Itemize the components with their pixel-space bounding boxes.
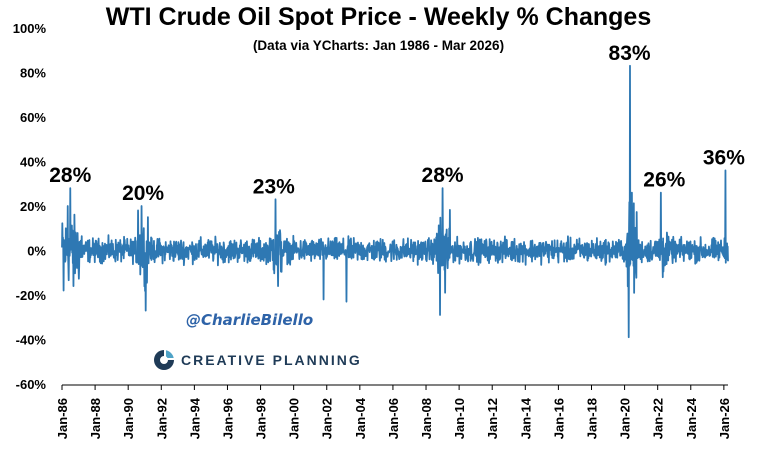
peak-annotation: 83% [609, 42, 651, 65]
x-tick-label: Jan-98 [254, 398, 269, 439]
y-tick-label: 20% [20, 199, 46, 214]
y-tick-label: 100% [13, 21, 47, 36]
peak-annotation: 23% [253, 175, 295, 198]
peak-annotation: 36% [703, 146, 745, 169]
peak-annotation: 26% [643, 169, 685, 192]
creative-planning-logo: CREATIVE PLANNING [153, 349, 362, 371]
x-tick-label: Jan-96 [220, 398, 235, 439]
x-tick-label: Jan-86 [55, 398, 70, 439]
peak-annotation: 20% [122, 182, 164, 205]
x-tick-label: Jan-88 [88, 398, 103, 439]
series-line [61, 64, 729, 339]
x-tick-label: Jan-18 [584, 398, 599, 439]
y-tick-label: -40% [16, 333, 47, 348]
x-tick-label: Jan-16 [551, 398, 566, 439]
x-tick-label: Jan-22 [651, 398, 666, 439]
y-tick-label: 60% [20, 110, 46, 125]
y-tick-label: 40% [20, 155, 46, 170]
x-tick-label: Jan-00 [287, 398, 302, 439]
x-tick-label: Jan-26 [717, 398, 732, 439]
x-tick-label: Jan-10 [452, 398, 467, 439]
chart-subtitle: (Data via YCharts: Jan 1986 - Mar 2026) [252, 38, 505, 53]
x-tick-label: Jan-90 [121, 398, 136, 439]
x-tick-label: Jan-20 [618, 398, 633, 439]
peak-annotation: 28% [49, 164, 91, 187]
logo-mark-icon [154, 350, 174, 370]
y-tick-label: -20% [16, 288, 47, 303]
x-tick-label: Jan-24 [684, 397, 699, 439]
x-tick-label: Jan-12 [485, 398, 500, 439]
logo-text: CREATIVE PLANNING [181, 352, 362, 368]
x-tick-label: Jan-02 [320, 398, 335, 439]
x-tick-label: Jan-94 [187, 397, 202, 439]
peak-annotation: 28% [422, 164, 464, 187]
x-tick-label: Jan-14 [518, 397, 533, 439]
y-tick-label: 0% [27, 244, 46, 259]
chart-title: WTI Crude Oil Spot Price - Weekly % Chan… [105, 3, 652, 31]
x-tick-label: Jan-06 [386, 398, 401, 439]
y-tick-label: 80% [20, 66, 46, 81]
x-tick-label: Jan-04 [353, 397, 368, 439]
y-tick-label: -60% [16, 377, 47, 392]
author-handle: @CharlieBilello [186, 311, 314, 329]
x-tick-label: Jan-08 [419, 398, 434, 439]
x-tick-label: Jan-92 [154, 398, 169, 439]
